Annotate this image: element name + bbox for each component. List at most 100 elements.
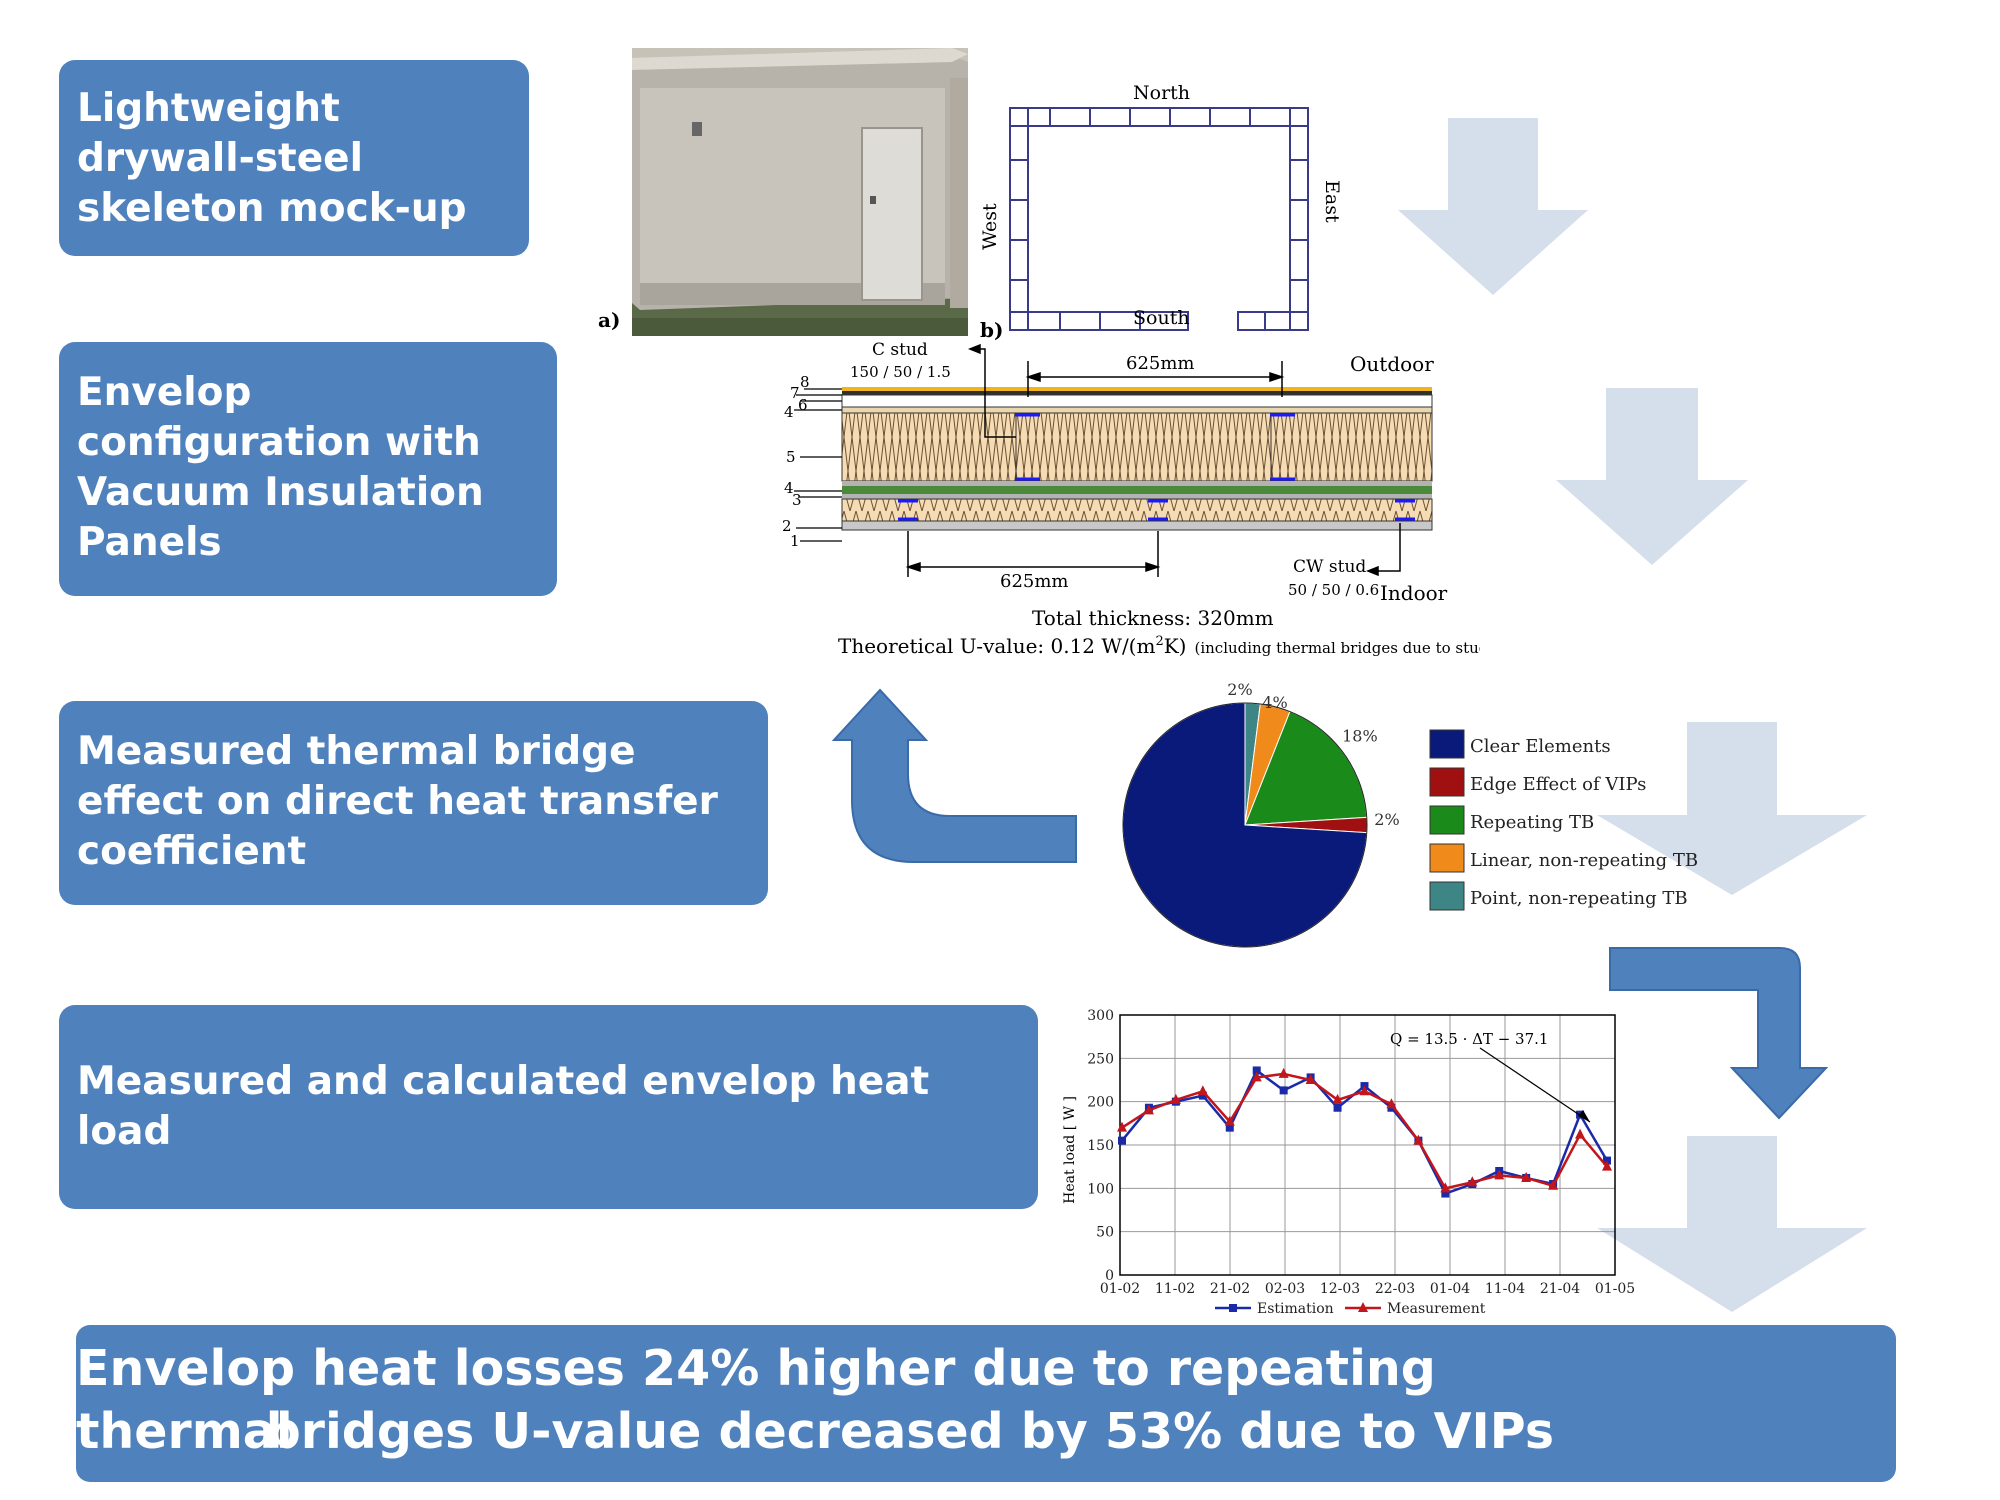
data-point (1143, 1104, 1154, 1115)
legend-label: Measurement (1387, 1301, 1486, 1317)
data-point (1170, 1093, 1181, 1104)
data-point (1359, 1085, 1370, 1096)
pie-slice-label: 4% (1262, 693, 1287, 712)
legend-swatch (1429, 729, 1465, 759)
chart-grid (1119, 1014, 1616, 1276)
box-thermal-line: effect on direct heat transfer (77, 779, 718, 824)
data-point (1332, 1093, 1343, 1104)
c-stud-dims: 150 / 50 / 1.5 (850, 363, 951, 381)
pie-legend: Clear Elements Edge Effect of VIPs Repeati… (1429, 729, 1698, 911)
data-point (1252, 1066, 1261, 1075)
arrow-curved-up-icon (831, 688, 1077, 863)
dim-bottom-label: 625mm (1000, 571, 1069, 592)
y-axis-label: Heat load [ W ] (1062, 1096, 1078, 1204)
u-value-end: K) (1164, 634, 1187, 658)
pie-slices (1122, 702, 1368, 948)
legend-marker (1358, 1302, 1368, 1312)
mockup-photo (632, 48, 968, 336)
banner-line-2: bridges U-value decreased by 53% due to … (265, 1403, 1554, 1460)
arrow-down-icon (1556, 388, 1748, 565)
wall-section-diagram: 8 7 6 4 5 4 3 2 1 C stud 150 / 50 / 1.5 … (782, 340, 1480, 658)
box-thermal-line: coefficient (77, 829, 307, 874)
arrow-down-icon (1398, 118, 1588, 295)
layer-number: 4 (784, 479, 794, 497)
data-point (1117, 1121, 1127, 1132)
data-point (1224, 1115, 1235, 1126)
box-mockup-line: Lightweight (77, 86, 340, 131)
x-tick-label: 01-02 (1100, 1281, 1140, 1297)
box-mockup: Lightweight drywall-steel skeleton mock-… (59, 60, 529, 256)
y-tick-label: 250 (1087, 1051, 1114, 1067)
legend-marker (1229, 1304, 1237, 1312)
box-envelop-line: Panels (77, 520, 222, 565)
y-tick-label: 50 (1096, 1225, 1114, 1241)
data-point (1225, 1123, 1234, 1132)
data-point (1413, 1134, 1424, 1145)
chart-annotation: Q = 13.5 · ΔT − 37.1 (1390, 1030, 1548, 1048)
data-point (1467, 1176, 1478, 1187)
cw-stud-dims: 50 / 50 / 0.6 (1288, 581, 1379, 599)
plan-label: b) (980, 318, 1003, 342)
layer-number: 8 (800, 373, 810, 391)
legend-swatch (1429, 881, 1465, 911)
data-point (1575, 1128, 1586, 1139)
photo-label: a) (598, 308, 621, 332)
arrow-curved-down-icon (1609, 947, 1829, 1120)
legend-swatch (1429, 767, 1465, 797)
x-tick-label: 12-03 (1320, 1281, 1360, 1297)
x-tick-label: 22-03 (1375, 1281, 1415, 1297)
x-tick-label: 21-02 (1210, 1281, 1250, 1297)
data-point (1441, 1189, 1450, 1198)
total-thickness: Total thickness: 320mm (1032, 606, 1274, 630)
y-tick-label: 300 (1087, 1008, 1114, 1024)
data-point (1278, 1067, 1289, 1078)
data-point (1118, 1136, 1126, 1145)
box-thermal-bridge: Measured thermal bridge effect on direct… (59, 701, 768, 905)
data-point (1197, 1085, 1208, 1096)
x-tick-label: 01-05 (1595, 1281, 1635, 1297)
x-tick-label: 11-04 (1485, 1281, 1525, 1297)
c-stud-label: C stud (872, 340, 928, 360)
data-point (1279, 1086, 1288, 1095)
box-heat-line: Measured and calculated envelop heat (77, 1059, 930, 1104)
layer-number: 4 (784, 403, 794, 421)
dim-top-label: 625mm (1126, 353, 1195, 374)
data-point (1333, 1103, 1342, 1112)
legend-label: Repeating TB (1470, 812, 1594, 833)
layer-number: 6 (798, 396, 808, 414)
plan-north-label: North (1133, 82, 1190, 104)
indoor-label: Indoor (1380, 581, 1448, 605)
banner-line-1: Envelop heat losses 24% higher due to re… (76, 1340, 1436, 1460)
x-tick-label: 11-02 (1155, 1281, 1195, 1297)
y-tick-label: 150 (1087, 1138, 1114, 1154)
legend-label: Clear Elements (1470, 736, 1611, 757)
legend-label: Edge Effect of VIPs (1470, 774, 1646, 795)
chart-series (1117, 1066, 1612, 1198)
cw-stud-label: CW stud (1293, 557, 1366, 577)
legend-label: Estimation (1257, 1301, 1334, 1317)
y-tick-label: 0 (1105, 1268, 1114, 1284)
x-tick-label: 21-04 (1540, 1281, 1580, 1297)
x-tick-label: 02-03 (1265, 1281, 1305, 1297)
data-point (1602, 1160, 1612, 1171)
u-value-text: Theoretical U-value: 0.12 W/(m2K) (includ… (838, 634, 1480, 658)
layer-number: 3 (792, 491, 802, 509)
layer-number: 2 (782, 517, 792, 535)
heat-load-chart: 0 50 100 150 200 250 300 01-02 11-02 21-02 02-03 12… (1062, 1008, 1635, 1317)
y-tick-label: 200 (1087, 1095, 1114, 1111)
data-point (1386, 1098, 1397, 1109)
legend-label: Point, non-repeating TB (1470, 888, 1688, 909)
box-envelop-line: configuration with (77, 420, 481, 465)
data-point (1603, 1156, 1611, 1165)
pie-slice-label: 2% (1227, 680, 1252, 699)
box-mockup-line: skeleton mock-up (77, 186, 467, 231)
u-value-note: (including thermal bridges due to studs) (1194, 639, 1480, 657)
box-heat-line: load (77, 1109, 172, 1154)
layer-number: 1 (790, 532, 800, 550)
outdoor-label: Outdoor (1350, 352, 1434, 376)
legend-label: Linear, non-repeating TB (1470, 850, 1698, 871)
pie-slice-label: 18% (1342, 727, 1378, 746)
data-point (1198, 1091, 1207, 1100)
plan-east-label: East (1321, 180, 1343, 223)
